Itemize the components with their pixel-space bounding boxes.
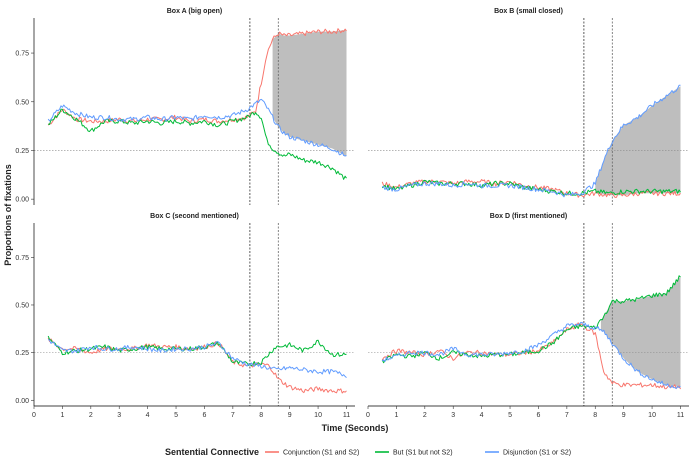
panel-box-c-second-mentioned: Box C (second mentioned) 0.00 0.25 0.50 0.75…: [15, 213, 355, 419]
x-tick-label: 10: [648, 412, 656, 419]
series-line-conjunction-s1-and-s2: [47, 337, 347, 394]
series-line-but-s1-but-not-s2: [381, 275, 681, 364]
series-line-conjunction-s1-and-s2: [47, 28, 347, 126]
x-tick-label: 0: [32, 412, 36, 419]
x-tick-label: 6: [536, 412, 540, 419]
series-line-but-s1-but-not-s2: [48, 108, 347, 180]
y-tick-label: 0.25: [15, 350, 29, 357]
legend-label: Conjunction (S1 and S2): [283, 450, 359, 457]
panel-title: Box D (first mentioned): [490, 213, 567, 220]
x-tick-label: 9: [288, 412, 292, 419]
x-tick-label: 11: [677, 412, 684, 419]
x-tick-label: 1: [394, 412, 398, 419]
x-tick-label: 8: [259, 412, 263, 419]
legend-title: Sentential Connective: [165, 447, 259, 457]
x-tick-label: 1: [60, 412, 64, 419]
x-tick-label: 3: [117, 412, 121, 419]
panels: Box A (big open) 0.00 0.25 0.50 0.75 Box B (s…: [15, 8, 689, 419]
legend-items: Conjunction (S1 and S2) But (S1 but not S…: [265, 450, 571, 457]
x-tick-label: 2: [89, 412, 93, 419]
x-tick-label: 0: [366, 412, 370, 419]
series-line-disjunction-s1-or-s2: [382, 84, 681, 198]
x-tick-label: 3: [451, 412, 455, 419]
legend-item-conjunction-s1-and-s2: Conjunction (S1 and S2): [265, 450, 359, 457]
y-tick-label: 0.50: [15, 302, 29, 309]
x-tick-label: 11: [343, 412, 350, 419]
x-tick-label: 7: [565, 412, 569, 419]
panel-title: Box B (small closed): [494, 8, 563, 15]
panel-box-d-first-mentioned: Box D (first mentioned) 0 1 2 3 4 5 6 7 8 9 10 11: [366, 213, 689, 419]
series-line-but-s1-but-not-s2: [381, 179, 681, 196]
panel-box-a-big-open: Box A (big open) 0.00 0.25 0.50 0.75: [15, 8, 355, 205]
x-tick-label: 4: [146, 412, 150, 419]
series-line-disjunction-s1-or-s2: [381, 321, 681, 390]
shaded-difference-area: [595, 86, 681, 196]
x-axis-title: Time (Seconds): [322, 423, 389, 433]
series-line-but-s1-but-not-s2: [47, 335, 347, 367]
panel-box-b-small-closed: Box B (small closed): [368, 8, 689, 205]
x-tick-label: 4: [480, 412, 484, 419]
y-tick-label: 0.75: [15, 51, 29, 58]
legend-item-disjunction-s1-or-s2: Disjunction (S1 or S2): [485, 450, 571, 457]
series-line-disjunction-s1-or-s2: [47, 338, 347, 378]
y-axis-title: Proportions of fixations: [3, 164, 13, 266]
legend-item-but-s1-but-not-s2: But (S1 but not S2): [375, 450, 453, 457]
x-tick-label: 5: [508, 412, 512, 419]
x-tick-label: 5: [174, 412, 178, 419]
x-tick-label: 10: [314, 412, 322, 419]
y-tick-label: 0.75: [15, 255, 29, 262]
x-tick-label: 6: [202, 412, 206, 419]
shaded-difference-area: [272, 29, 347, 157]
x-tick-label: 8: [593, 412, 597, 419]
y-tick-label: 0.25: [15, 148, 29, 155]
y-tick-label: 0.50: [15, 99, 29, 106]
legend: Sentential Connective Conjunction (S1 an…: [165, 447, 571, 457]
y-tick-label: 0.00: [15, 398, 29, 405]
x-tick-label: 2: [423, 412, 427, 419]
panel-title: Box C (second mentioned): [150, 213, 239, 220]
shaded-difference-area: [600, 276, 681, 387]
x-tick-label: 7: [231, 412, 235, 419]
x-tick-label: 9: [622, 412, 626, 419]
y-tick-label: 0.00: [15, 197, 29, 204]
legend-label: Disjunction (S1 or S2): [503, 450, 571, 457]
panel-title: Box A (big open): [167, 8, 222, 15]
series-line-disjunction-s1-or-s2: [47, 98, 347, 157]
legend-label: But (S1 but not S2): [393, 450, 453, 457]
